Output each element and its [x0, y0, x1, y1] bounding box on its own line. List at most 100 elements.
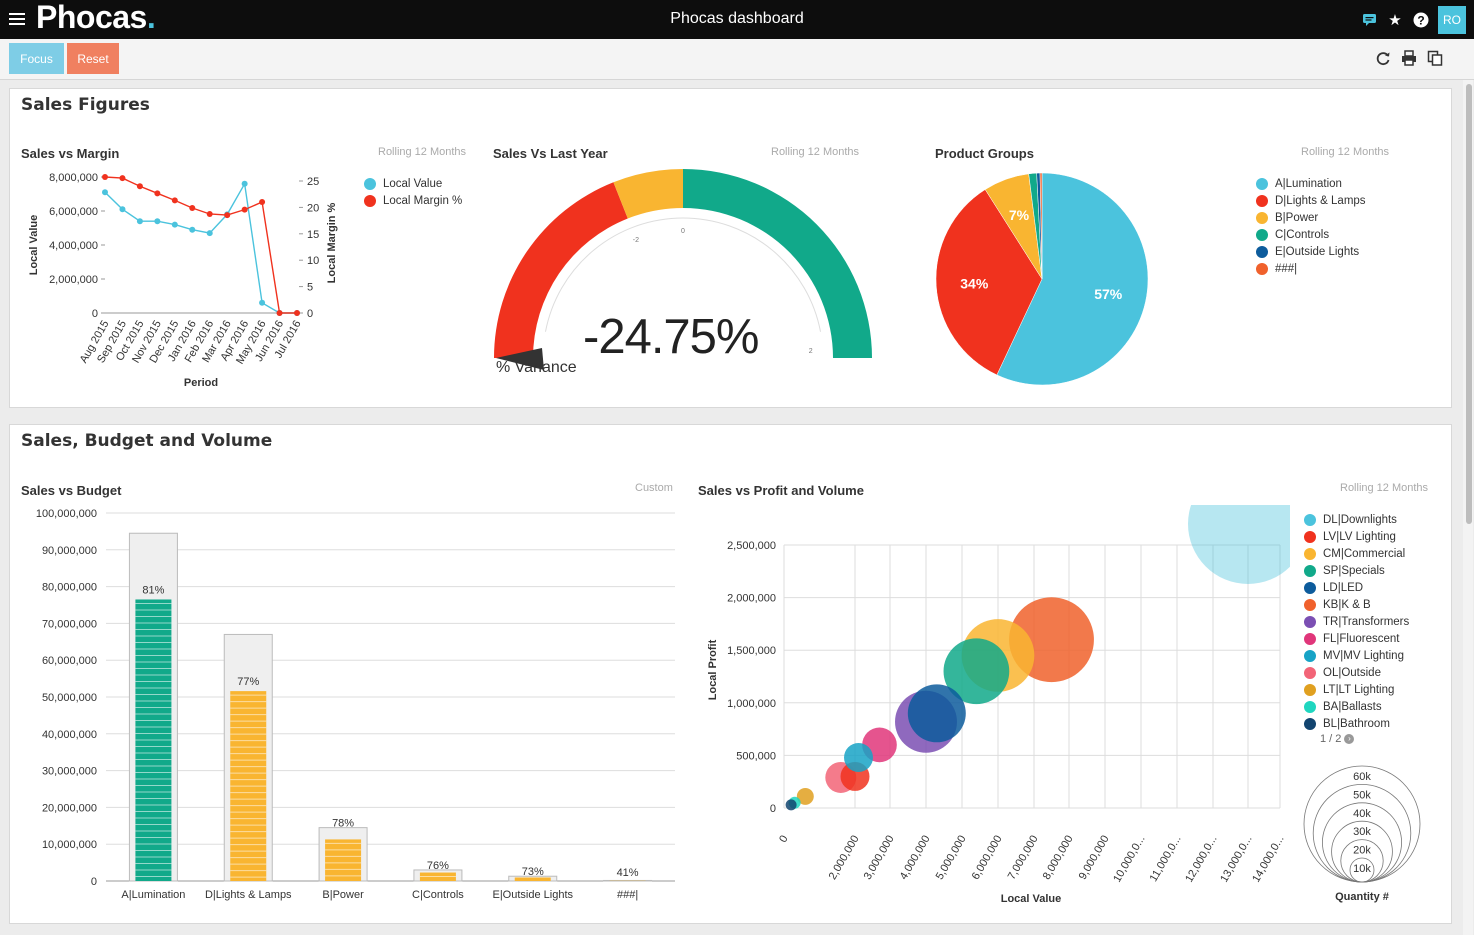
legend-item[interactable]: MV|MV Lighting — [1304, 647, 1409, 664]
y-tick-label: 1,000,000 — [727, 698, 776, 710]
help-icon[interactable]: ? — [1410, 9, 1432, 31]
sales-margin-chart: 8,000,000 6,000,000 4,000,000 2,000,000 0 25 2… — [28, 172, 338, 389]
bar-pct-label: 76% — [427, 860, 449, 872]
legend-item[interactable]: KB|K & B — [1304, 596, 1409, 613]
y-tick-label: 2,000,000 — [49, 274, 98, 286]
legend-label: A|Lumination — [1275, 177, 1342, 190]
y2-tick-label: 10 — [307, 255, 319, 267]
y-tick-label: 50,000,000 — [42, 692, 97, 704]
legend-swatch — [1256, 262, 1268, 275]
legend-item[interactable]: CM|Commercial — [1304, 545, 1409, 562]
data-point — [136, 218, 143, 225]
y-tick-label: 70,000,000 — [42, 618, 97, 630]
x-tick-label: 10,000,0... — [1111, 834, 1147, 885]
legend-swatch — [1304, 683, 1316, 696]
sales-margin-period[interactable]: Rolling 12 Months — [378, 146, 467, 158]
legend-swatch — [1304, 632, 1316, 645]
legend-item[interactable]: Local Value — [364, 175, 462, 192]
bubble — [907, 684, 966, 743]
x-tick-label: 8,000,000 — [1041, 834, 1076, 882]
x-tick-label: 2,000,000 — [827, 834, 862, 882]
x-tick-label: 6,000,000 — [970, 834, 1005, 882]
page-title: Phocas dashboard — [670, 10, 804, 27]
legend-item[interactable]: TR|Transformers — [1304, 613, 1409, 630]
legend-item[interactable]: SP|Specials — [1304, 562, 1409, 579]
y-tick-label: 1,500,000 — [727, 645, 776, 657]
legend-item[interactable]: FL|Fluorescent — [1304, 630, 1409, 647]
size-tick-label: 50k — [1353, 789, 1371, 801]
legend-item[interactable]: Local Margin % — [364, 192, 462, 209]
bar-pct-label: 77% — [237, 676, 259, 688]
legend-label: FL|Fluorescent — [1323, 632, 1400, 645]
x-tick-label: 9,000,000 — [1077, 834, 1112, 882]
data-point — [259, 299, 266, 306]
data-point — [206, 230, 213, 237]
menu-icon[interactable] — [9, 10, 25, 28]
size-tick-label: 20k — [1353, 845, 1371, 857]
legend-label: E|Outside Lights — [1275, 245, 1360, 258]
bubble — [785, 799, 797, 811]
slice-label: 34% — [960, 275, 989, 291]
next-page-icon[interactable]: › — [1344, 734, 1355, 745]
x-tick-label: E|Outside Lights — [492, 889, 573, 901]
x-tick-label: 4,000,000 — [898, 834, 933, 882]
legend-item[interactable]: A|Lumination — [1256, 175, 1366, 192]
legend-item[interactable]: C|Controls — [1256, 226, 1366, 243]
gauge-inner-ring — [544, 217, 822, 332]
slice-label: 7% — [1009, 207, 1030, 223]
legend-item[interactable]: OL|Outside — [1304, 664, 1409, 681]
legend-item[interactable]: LT|LT Lighting — [1304, 681, 1409, 698]
legend-item[interactable]: B|Power — [1256, 209, 1366, 226]
legend-item[interactable]: ###| — [1256, 260, 1366, 277]
sales-last-year-period[interactable]: Rolling 12 Months — [771, 146, 860, 158]
chat-icon[interactable] — [1358, 9, 1380, 31]
bar-pct-label: 78% — [332, 818, 354, 830]
sales-budget-period[interactable]: Custom — [635, 482, 673, 494]
legend-item[interactable]: LV|LV Lighting — [1304, 528, 1409, 545]
refresh-icon[interactable] — [1372, 47, 1394, 69]
legend-swatch — [1256, 177, 1268, 190]
focus-button[interactable]: Focus — [9, 43, 64, 74]
legend-swatch — [1304, 717, 1316, 730]
product-groups-period[interactable]: Rolling 12 Months — [1301, 146, 1390, 158]
y-tick-label: 80,000,000 — [42, 582, 97, 594]
data-point — [171, 221, 178, 228]
x-tick-label: 12,000,0... — [1183, 834, 1219, 885]
copy-icon[interactable] — [1424, 47, 1446, 69]
y2-tick-label: 20 — [307, 202, 319, 214]
legend-item[interactable]: BA|Ballasts — [1304, 698, 1409, 715]
print-icon[interactable] — [1398, 47, 1420, 69]
profit-volume-legend: DL|Downlights LV|LV Lighting CM|Commercial… — [1304, 511, 1409, 732]
x-tick-label: 14,000,0... — [1250, 834, 1286, 885]
legend-swatch — [1304, 530, 1316, 543]
scrollbar-thumb[interactable] — [1466, 84, 1472, 524]
legend-swatch — [1304, 564, 1316, 577]
pie-slice — [935, 189, 1043, 376]
legend-item[interactable]: E|Outside Lights — [1256, 243, 1366, 260]
logo[interactable]: Phocas. — [36, 0, 156, 35]
legend-item[interactable]: BL|Bathroom — [1304, 715, 1409, 732]
legend-pager[interactable]: 1 / 2 › — [1320, 733, 1355, 745]
legend-item[interactable]: LD|LED — [1304, 579, 1409, 596]
legend-item[interactable]: DL|Downlights — [1304, 511, 1409, 528]
bar-pct-label: 73% — [522, 866, 544, 878]
gauge-tick-label: 2 — [809, 348, 813, 355]
gauge-tick-label: -2 — [633, 237, 639, 244]
data-point — [119, 206, 126, 213]
profit-volume-period[interactable]: Rolling 12 Months — [1340, 482, 1429, 494]
y2-tick-label: 5 — [307, 282, 313, 294]
x-tick-label: 7,000,000 — [1006, 834, 1041, 882]
top-icons: ★ ? RO — [1358, 0, 1474, 39]
avatar[interactable]: RO — [1438, 5, 1466, 34]
tool-icons — [1368, 47, 1446, 69]
legend-swatch — [1304, 513, 1316, 526]
legend-swatch — [1304, 700, 1316, 713]
reset-button[interactable]: Reset — [67, 43, 119, 74]
sales-bar — [325, 839, 362, 881]
legend-item[interactable]: D|Lights & Lamps — [1256, 192, 1366, 209]
bar-pct-label: 41% — [617, 867, 639, 879]
star-icon[interactable]: ★ — [1388, 11, 1402, 29]
gauge-band — [613, 169, 683, 219]
sales-figures-panel: Sales Figures — [9, 88, 1452, 408]
x-tick-label: 0 — [777, 834, 790, 845]
